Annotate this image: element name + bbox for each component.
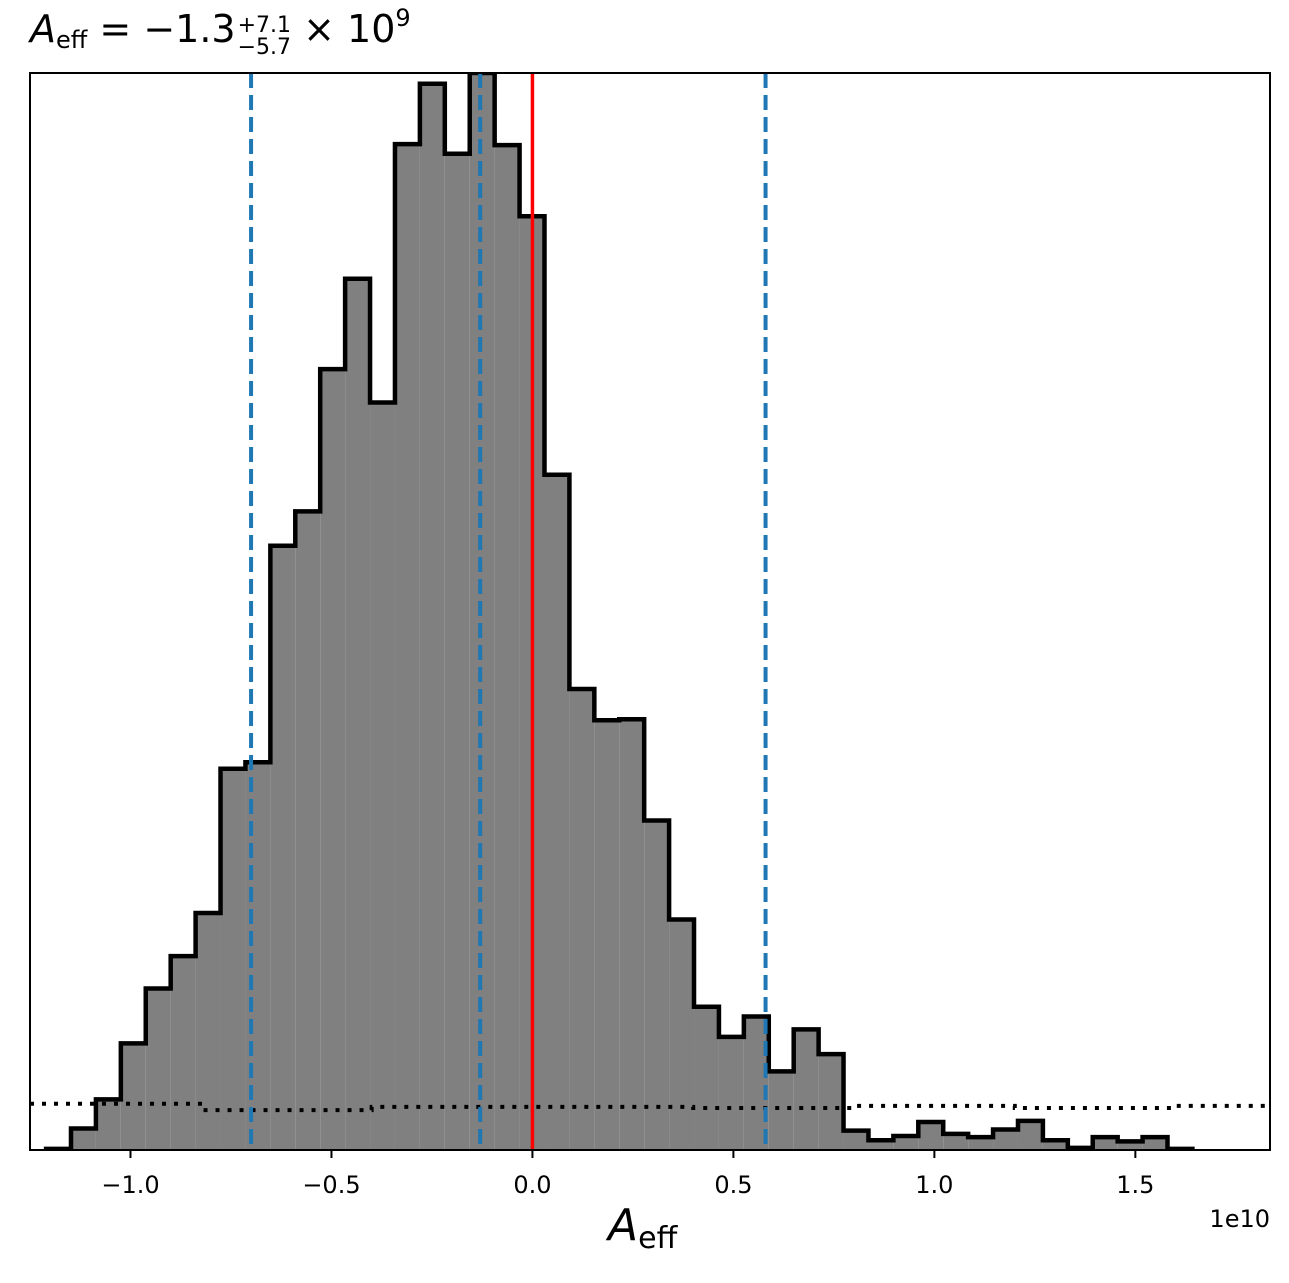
histogram-bar — [868, 1140, 894, 1150]
histogram-bar — [220, 768, 246, 1150]
histogram-bar — [1042, 1140, 1068, 1150]
title-upper-err: +7.1 — [237, 13, 292, 38]
histogram-bar — [569, 689, 595, 1150]
histogram-bar — [743, 1016, 769, 1150]
x-tick-label: −1.0 — [101, 1171, 159, 1199]
histogram-outline — [43, 73, 1195, 1150]
title-median: −1.3 — [143, 7, 236, 51]
histogram-bar — [170, 956, 196, 1150]
histogram-bar — [968, 1137, 994, 1150]
histogram-bar — [893, 1135, 919, 1150]
x-tick-label: 0.5 — [714, 1171, 752, 1199]
title-multiplier: × 10 — [291, 7, 396, 51]
xlabel-symbol: A — [608, 1200, 639, 1251]
x-tick-label: 0.0 — [513, 1171, 551, 1199]
histogram-bar — [768, 1071, 794, 1150]
histogram-bar — [195, 913, 221, 1150]
title-subscript: eff — [56, 26, 88, 54]
x-tick-label: 1.0 — [915, 1171, 953, 1199]
histogram-bar — [793, 1029, 819, 1150]
histogram-bar — [70, 1128, 96, 1150]
histogram-bar — [419, 83, 445, 1150]
histogram-bar — [270, 545, 296, 1150]
prior-line — [30, 1101, 1270, 1113]
histogram-bar — [943, 1133, 969, 1150]
title-errors: +7.1 −5.7 — [238, 15, 291, 59]
histogram-bar — [843, 1130, 869, 1150]
x-axis-label: Aeff — [608, 1200, 677, 1256]
histogram-bar — [345, 278, 371, 1150]
histogram-bar — [145, 988, 171, 1150]
histogram-bar — [718, 1036, 744, 1150]
histogram-bar — [394, 144, 420, 1150]
histogram-bar — [619, 719, 645, 1150]
xlabel-subscript: eff — [638, 1221, 678, 1256]
histogram-bar — [918, 1121, 944, 1150]
title-equals: = — [87, 7, 144, 51]
histogram-bar — [1117, 1141, 1143, 1150]
histogram-bar — [320, 369, 346, 1150]
x-tick-label: −0.5 — [302, 1171, 360, 1199]
title-symbol: A — [30, 7, 56, 51]
histogram-bar — [544, 474, 570, 1150]
histogram-bar — [594, 720, 620, 1150]
histogram-bar — [295, 511, 321, 1150]
title-exponent: 9 — [395, 4, 411, 32]
histogram-bar — [818, 1054, 844, 1150]
histogram-bar — [95, 1099, 121, 1150]
axes-frame — [29, 72, 1271, 1151]
histogram-bar — [993, 1129, 1018, 1150]
histogram-bar — [494, 145, 520, 1150]
histogram-bar — [1017, 1120, 1043, 1150]
title-lower-err: −5.7 — [237, 35, 292, 60]
histogram-bar — [469, 73, 495, 1150]
histogram-bar — [644, 820, 670, 1150]
histogram-bar — [694, 1006, 719, 1150]
x-tick-label: 1.5 — [1116, 1171, 1154, 1199]
histogram-bar — [1142, 1137, 1168, 1150]
histogram-bar — [669, 919, 695, 1150]
histogram-bar — [370, 402, 395, 1150]
histogram-bar — [1092, 1137, 1118, 1150]
histogram-bar — [444, 153, 470, 1150]
histogram-bar — [120, 1043, 146, 1150]
x-offset-label: 1e10 — [1209, 1205, 1270, 1233]
chart-title: Aeff = −1.3 +7.1 −5.7 × 109 — [30, 4, 411, 59]
